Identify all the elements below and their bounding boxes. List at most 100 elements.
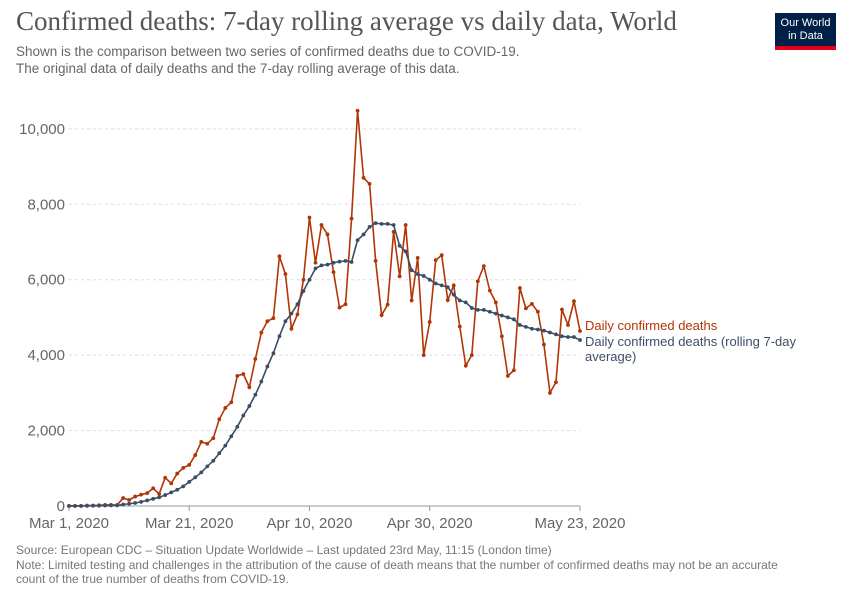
daily-deaths-point <box>349 216 354 221</box>
daily-deaths-point <box>265 319 270 324</box>
rolling-average-point <box>247 404 252 408</box>
daily-deaths-point <box>566 323 570 327</box>
daily-deaths-point <box>193 453 198 457</box>
rolling-average-point <box>223 443 228 448</box>
daily-deaths-point <box>475 279 480 284</box>
rolling-average-point <box>337 259 342 264</box>
x-tick-label: Apr 10, 2020 <box>267 515 353 532</box>
daily-deaths-point <box>145 491 150 496</box>
rolling-average-point <box>289 311 294 316</box>
daily-deaths-point <box>487 288 492 293</box>
rolling-average-point <box>409 268 414 273</box>
rolling-average-point <box>97 503 101 508</box>
rolling-average-point <box>199 470 204 475</box>
daily-deaths-point <box>163 475 168 480</box>
daily-deaths-point <box>517 286 522 290</box>
daily-deaths-point <box>463 363 468 368</box>
daily-deaths-point <box>295 312 300 317</box>
logo-line2: in Data <box>788 30 823 42</box>
rolling-average-point <box>325 262 330 267</box>
source-text: Source: European CDC – Situation Update … <box>16 543 552 557</box>
daily-deaths-point <box>205 441 210 446</box>
rolling-average-point <box>175 487 180 492</box>
rolling-average-point <box>403 249 408 254</box>
daily-deaths-point <box>199 439 204 444</box>
rolling-average-point <box>385 221 390 226</box>
daily-deaths-point <box>542 342 546 347</box>
daily-deaths-point <box>493 300 498 305</box>
x-tick-label: May 23, 2020 <box>535 515 626 532</box>
rolling-average-point <box>145 498 150 503</box>
rolling-average-point <box>433 281 438 286</box>
y-tick-label: 10,000 <box>19 121 65 138</box>
note-text-line1: Note: Limited testing and challenges in … <box>16 558 778 572</box>
rolling-average-line <box>69 222 581 507</box>
rolling-average-point <box>554 332 558 337</box>
daily-deaths-point <box>523 306 528 311</box>
rolling-average-point <box>548 330 552 335</box>
rolling-average-point <box>85 503 89 508</box>
rolling-average-point <box>277 334 282 339</box>
rolling-average-point <box>493 311 498 316</box>
rolling-average-point <box>133 501 138 505</box>
daily-deaths-point <box>319 223 324 227</box>
daily-deaths-point <box>181 466 186 470</box>
rolling-average-point <box>187 479 192 484</box>
rolling-average-point <box>530 326 534 331</box>
rolling-average-point <box>91 503 95 508</box>
rolling-average-point <box>283 319 288 324</box>
rolling-average-point <box>67 504 71 508</box>
daily-deaths-point <box>481 264 486 269</box>
daily-deaths-point <box>457 324 462 329</box>
daily-deaths-point <box>235 373 240 378</box>
daily-deaths-point <box>548 390 552 395</box>
rolling-average-point <box>566 335 570 339</box>
daily-deaths-point <box>331 270 336 275</box>
rolling-average-point <box>265 364 270 369</box>
rolling-average-point <box>379 221 384 226</box>
daily-deaths-point <box>259 330 264 335</box>
daily-deaths-point <box>139 492 144 497</box>
daily-deaths-point <box>289 326 294 331</box>
rolling-average-point <box>271 351 276 356</box>
y-tick-label: 8,000 <box>27 196 65 213</box>
rolling-average-point <box>211 458 216 463</box>
rolling-average-point <box>517 323 522 327</box>
rolling-average-point <box>481 307 486 312</box>
daily-deaths-point <box>283 272 288 276</box>
daily-deaths-point <box>511 368 516 373</box>
rolling-average-point <box>235 424 240 429</box>
daily-deaths-point <box>223 406 228 410</box>
daily-deaths-point <box>578 329 582 333</box>
rolling-average-point <box>181 484 186 489</box>
rolling-average-point <box>331 260 336 265</box>
rolling-average-point <box>457 298 462 303</box>
rolling-average-point <box>487 309 492 314</box>
owid-logo[interactable]: Our World in Data <box>775 13 836 50</box>
daily-deaths-point <box>421 353 426 358</box>
daily-deaths-point <box>397 274 402 279</box>
daily-deaths-point <box>560 307 564 312</box>
note-text-line2: count of the true number of deaths from … <box>16 572 289 586</box>
daily-deaths-point <box>572 299 576 304</box>
daily-deaths-point <box>427 320 432 324</box>
daily-deaths-point <box>337 305 342 310</box>
y-tick-label: 2,000 <box>27 423 65 440</box>
x-tick-label: Apr 30, 2020 <box>387 515 473 532</box>
rolling-average-point <box>542 328 546 333</box>
y-tick-label: 0 <box>57 498 65 515</box>
rolling-average-point <box>361 232 366 237</box>
rolling-average-point <box>73 504 77 508</box>
rolling-average-point <box>307 277 312 282</box>
rolling-average-point <box>229 434 234 439</box>
daily-deaths-point <box>241 372 246 376</box>
daily-deaths-point <box>277 254 282 259</box>
logo-line1: Our World <box>780 17 831 29</box>
daily-deaths-point <box>439 253 444 258</box>
rolling-average-point <box>193 475 198 480</box>
rolling-average-point <box>217 451 222 456</box>
daily-deaths-point <box>169 481 174 486</box>
rolling-average-point <box>169 490 174 495</box>
rolling-average-point <box>241 413 246 418</box>
